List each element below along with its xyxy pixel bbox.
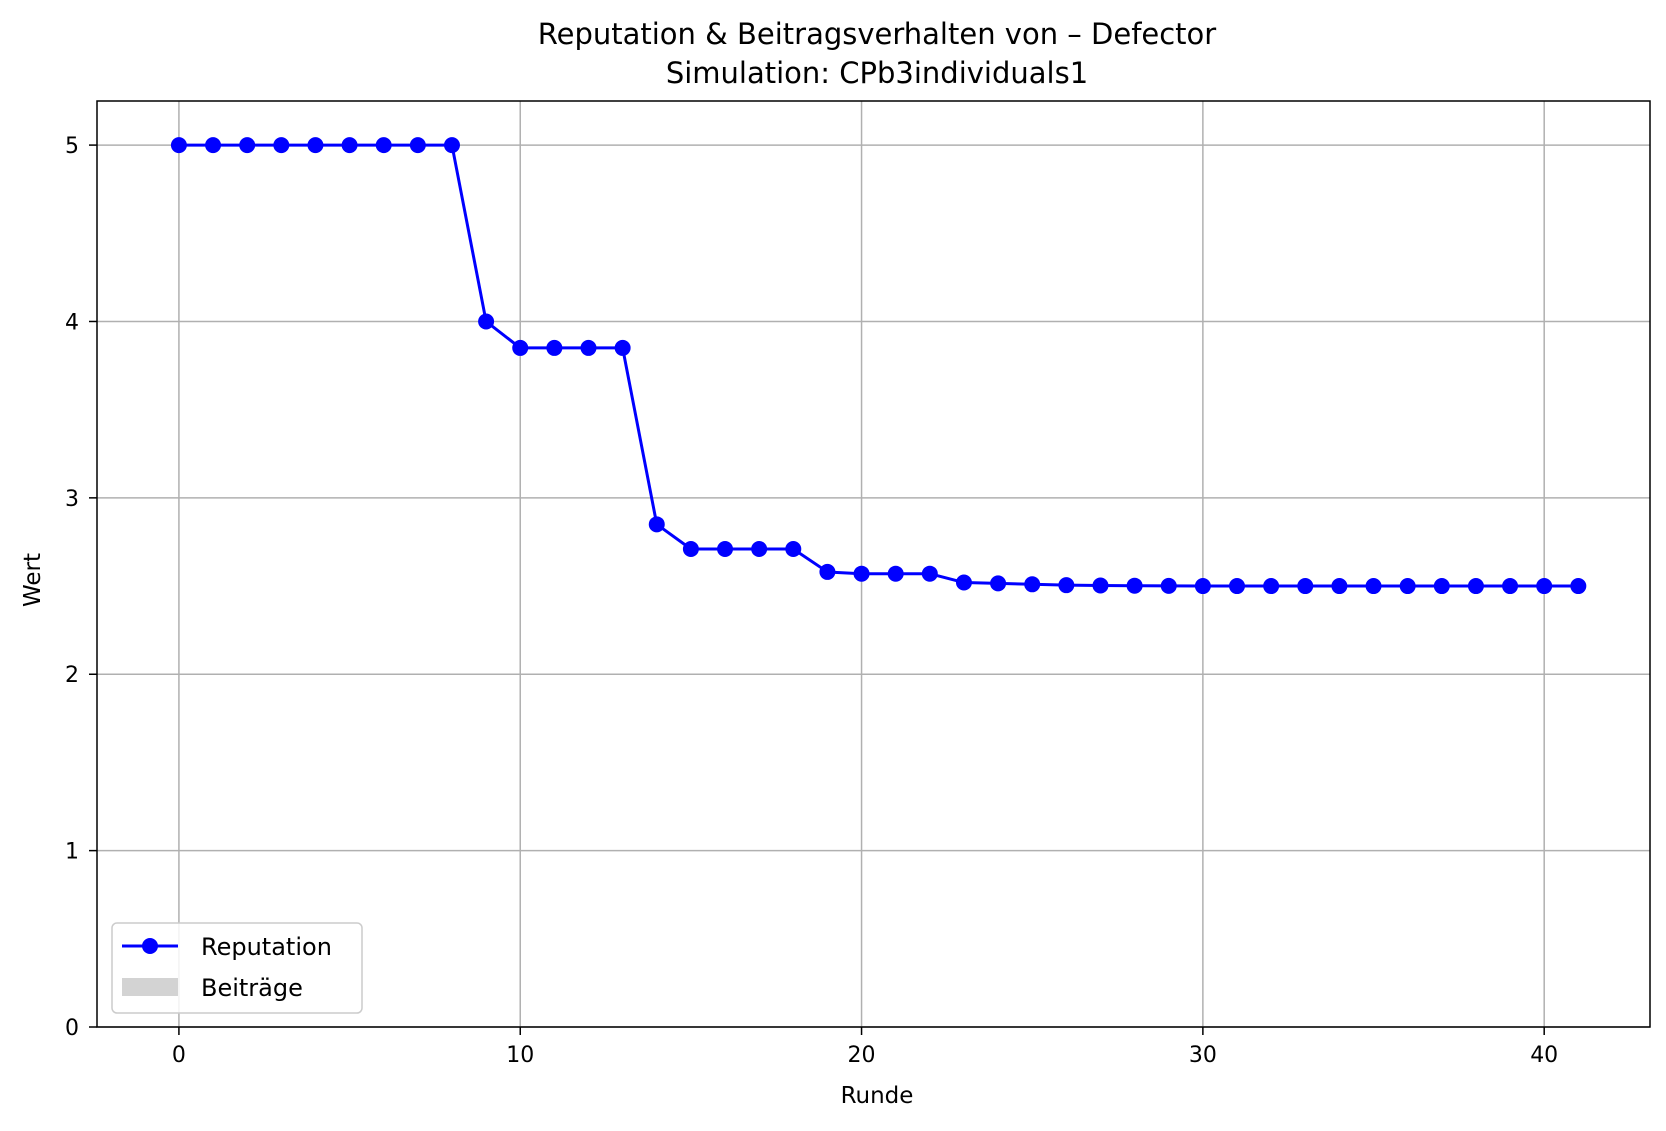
x-tick-label: 40	[1530, 1043, 1558, 1068]
x-tick-label: 0	[172, 1043, 186, 1068]
y-tick-label: 4	[65, 310, 79, 335]
plot-area	[170, 137, 1587, 595]
y-tick-label: 1	[65, 840, 79, 865]
reputation-point	[1365, 578, 1382, 595]
reputation-point	[1126, 577, 1143, 594]
reputation-point	[478, 313, 495, 330]
x-tick-label: 30	[1189, 1043, 1217, 1068]
reputation-point	[341, 137, 358, 154]
reputation-point	[717, 541, 734, 558]
reputation-point	[1024, 576, 1041, 593]
reputation-point	[887, 565, 904, 582]
reputation-point	[546, 339, 563, 356]
x-axis-label: Runde	[841, 1083, 914, 1109]
reputation-point	[1058, 577, 1075, 594]
legend-reputation-label: Reputation	[201, 933, 332, 961]
x-tick-label: 20	[848, 1043, 876, 1068]
y-tick-label: 0	[65, 1016, 79, 1041]
chart-title: Reputation & Beitragsverhalten von – Def…	[538, 17, 1217, 51]
reputation-point	[1536, 578, 1553, 595]
legend: Reputation Beiträge	[111, 922, 363, 1014]
reputation-point	[1570, 578, 1587, 595]
axis-ticks: 0 10 20 30 40 0 1 2 3 4 5	[65, 134, 1558, 1068]
reputation-point	[921, 565, 938, 582]
reputation-point	[682, 541, 699, 558]
reputation-point	[1160, 577, 1177, 594]
reputation-point	[580, 339, 597, 356]
reputation-point	[273, 137, 290, 154]
y-tick-label: 5	[65, 134, 79, 159]
reputation-point	[751, 541, 768, 558]
reputation-point	[1092, 577, 1109, 594]
legend-reputation-marker	[142, 938, 158, 954]
x-tick-label: 10	[506, 1043, 534, 1068]
reputation-point	[1433, 578, 1450, 595]
y-tick-label: 3	[65, 487, 79, 512]
grid	[97, 101, 1650, 1028]
y-axis-label: Wert	[20, 553, 46, 607]
reputation-point	[1263, 578, 1280, 595]
reputation-point	[955, 574, 972, 591]
reputation-point	[1399, 578, 1416, 595]
reputation-point	[1297, 578, 1314, 595]
reputation-point	[375, 137, 392, 154]
reputation-point	[1331, 578, 1348, 595]
reputation-point	[614, 339, 631, 356]
reputation-point	[1194, 578, 1211, 595]
legend-beitraege-label: Beiträge	[201, 974, 303, 1002]
reputation-point	[1467, 578, 1484, 595]
reputation-point	[1229, 578, 1246, 595]
legend-beitraege-swatch	[122, 978, 178, 996]
reputation-point	[1502, 578, 1519, 595]
reputation-point	[443, 137, 460, 154]
plot-frame	[96, 100, 1651, 1028]
reputation-point	[205, 137, 222, 154]
reputation-point	[307, 137, 324, 154]
reputation-point	[990, 575, 1007, 592]
reputation-point	[170, 137, 187, 154]
reputation-point	[512, 339, 529, 356]
reputation-point	[648, 516, 665, 533]
reputation-point	[239, 137, 256, 154]
reputation-point	[819, 563, 836, 580]
reputation-point	[853, 565, 870, 582]
chart-subtitle: Simulation: CPb3individuals1	[666, 56, 1088, 90]
reputation-point	[785, 541, 802, 558]
reputation-point	[409, 137, 426, 154]
y-tick-label: 2	[65, 663, 79, 688]
